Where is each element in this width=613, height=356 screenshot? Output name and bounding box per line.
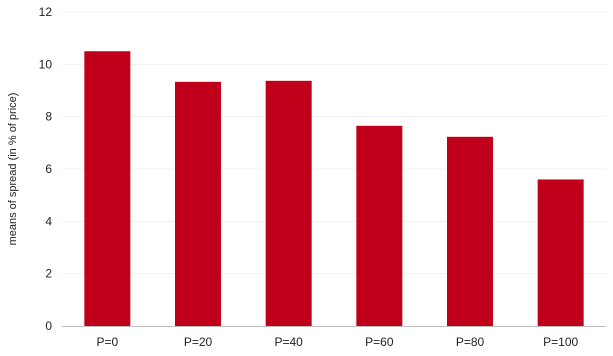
- bar-P=20: [175, 81, 221, 327]
- y-tick-label-0: 0: [45, 319, 52, 333]
- y-axis-title: means of spread (in % of price): [7, 93, 19, 246]
- bar-P=40: [265, 80, 312, 327]
- y-tick-label-10: 10: [39, 57, 53, 71]
- x-tick-label-P=60: P=60: [365, 335, 394, 349]
- x-tick-label-P=20: P=20: [184, 335, 213, 349]
- x-tick-labels: P=0 P=20 P=40 P=60 P=80 P=100: [96, 335, 578, 349]
- y-tick-label-4: 4: [45, 214, 52, 228]
- y-tick-label-8: 8: [45, 110, 52, 124]
- bar-P=0: [84, 51, 131, 326]
- x-tick-label-P=40: P=40: [274, 335, 303, 349]
- bars: [84, 51, 584, 327]
- bar-P=60: [356, 125, 403, 326]
- x-tick-label-P=100: P=100: [543, 335, 578, 349]
- gridlines: [62, 11, 606, 275]
- y-tick-label-12: 12: [39, 5, 53, 19]
- x-tick-label-P=80: P=80: [456, 335, 485, 349]
- y-tick-label-2: 2: [45, 267, 52, 281]
- y-tick-labels: 0 2 4 6 8 10 12: [39, 5, 53, 333]
- y-tick-label-6: 6: [45, 162, 52, 176]
- bar-P=100: [537, 179, 584, 326]
- x-tick-label-P=0: P=0: [96, 335, 118, 349]
- bar-P=80: [447, 136, 493, 326]
